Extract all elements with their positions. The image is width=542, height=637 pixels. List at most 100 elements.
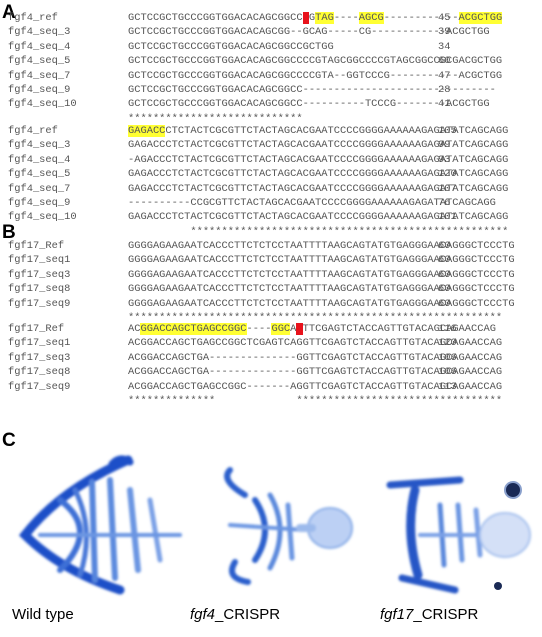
sequence: ACGGACCAGCTGAGCCGGC----GGCAGTTCGAGTCTACC… <box>128 322 496 336</box>
caption: fgf4_CRISPR <box>190 606 280 623</box>
base-count: 105 <box>438 125 457 137</box>
sequence: -AGACCCTCTACTCGCGTTCTACTAGCACGAATCCCCGGG… <box>128 153 508 167</box>
base-count: 101 <box>438 211 457 224</box>
base-count: 34 <box>438 40 451 53</box>
sequence: GCTCCGCTGCCCGGTGGACACAGCGGCCGGTAG----AGC… <box>128 11 503 25</box>
consensus: **************************** <box>128 112 303 125</box>
fgf17-specimen <box>386 476 531 594</box>
bases: G <box>308 12 316 24</box>
caption-text: Wild type <box>12 606 74 623</box>
sequence: ----------CCGCGTTCTACTAGCACGAATCCCCGGGGA… <box>128 196 496 210</box>
sequence: GCTCCGCTGCCCGGTGGACACAGCGGCCGCTGG <box>128 40 334 54</box>
sequence-name: fgf4_seq_3 <box>8 139 71 152</box>
base-count: 60 <box>438 297 451 310</box>
sequence-name: fgf17_seq1 <box>8 254 71 267</box>
base-count: 60 <box>438 240 451 252</box>
sequence: GGGGAGAAGAATCACCCTTCTCTCCTAATTTTAAGCAGTA… <box>128 297 515 311</box>
sequence-name: fgf17_seq8 <box>8 283 71 296</box>
sequence-name: fgf4_seq_4 <box>8 153 71 166</box>
base-count: 41 <box>438 98 451 111</box>
base-count: 45 <box>438 12 451 24</box>
panel-label: C <box>2 430 16 451</box>
sequence: GAGACCCTCTACTCGCGTTCTACTAGCACGAATCCCCGGG… <box>128 138 508 152</box>
bases: GGGGAGAAGAATCACCCTTCTCTCCTAATTTTAAGCAGTA… <box>128 268 515 281</box>
sequence: GAGACCCTCTACTCGCGTTCTACTAGCACGAATCCCCGGG… <box>128 182 508 196</box>
highlighted-bases: G <box>296 323 303 335</box>
bases: ------------ <box>383 12 459 24</box>
highlighted-bases: GGC <box>271 323 291 335</box>
bases: -AGACCCTCTACTCGCGTTCTACTAGCACGAATCCCCGGG… <box>128 153 509 166</box>
bases: GCTCCGCTGCCCGGTGGACACAGCGGCCCCGTAGCGGCCC… <box>128 55 503 68</box>
sequence-name: fgf4_seq_5 <box>8 55 71 68</box>
bases: GAGACCCTCTACTCGCGTTCTACTAGCACGAATCCCCGGG… <box>128 211 509 224</box>
bases: GCTCCGCTGCCCGGTGGACACAGCGGCC------------… <box>128 84 496 96</box>
sequence: GGGGAGAAGAATCACCCTTCTCTCCTAATTTTAAGCAGTA… <box>128 253 515 267</box>
bases: GGGGAGAAGAATCACCCTTCTCTCCTAATTTTAAGCAGTA… <box>128 283 515 296</box>
bases: AC <box>128 323 141 335</box>
sequence-name: fgf4_seq_4 <box>8 40 71 53</box>
bases: GCTCCGCTGCCCGGTGGACACAGCGGCCCCGTA--GGTCC… <box>128 69 503 82</box>
sequence-name: fgf4_seq_5 <box>8 168 71 181</box>
sequence-name: fgf4_seq_9 <box>8 197 71 209</box>
sequence-name: fgf4_ref <box>8 125 58 137</box>
highlighted-bases: ACGCTGG <box>458 12 503 24</box>
sequence-name: fgf4_seq_9 <box>8 84 71 96</box>
base-count: 113 <box>438 380 457 393</box>
bases: GCTCCGCTGCCCGGTGGACACAGCGG--GCAG-----CG-… <box>128 26 490 39</box>
specimen-images <box>19 455 531 595</box>
sequence-name: fgf17_seq1 <box>8 337 71 350</box>
sequence-name: fgf4_seq_7 <box>8 182 71 195</box>
highlighted-bases: AGCG <box>358 12 384 24</box>
wild-type-specimen <box>19 455 182 595</box>
sequence: ACGGACCAGCTGAGCCGGC-------AGGTTCGAGTCTAC… <box>128 380 502 394</box>
caption-text: fgf17 <box>380 606 414 623</box>
caption-text: _CRISPR <box>413 606 479 623</box>
fgf4-specimen <box>224 467 353 585</box>
bases: GAGACCCTCTACTCGCGTTCTACTAGCACGAATCCCCGGG… <box>128 168 509 181</box>
sequence-name: fgf17_seq3 <box>8 268 71 281</box>
caption: Wild type <box>12 606 74 623</box>
base-count: 107 <box>438 182 457 195</box>
sequence: GGGGAGAAGAATCACCCTTCTCTCCTAATTTTAAGCAGTA… <box>128 268 515 282</box>
bases: TTCGAGTCTACCAGTTGTACAGCAGAACCAG <box>302 323 496 335</box>
base-count: 39 <box>438 26 451 39</box>
sequence-name: fgf17_seq9 <box>8 380 71 393</box>
sequence: GAGACCCTCTACTCGCGTTCTACTAGCACGAATCCCCGGG… <box>128 210 508 224</box>
sequence-name: fgf4_seq_3 <box>8 26 71 39</box>
sequence: ACGGACCAGCTGA--------------GGTTCGAGTCTAC… <box>128 365 502 379</box>
caption-text: _CRISPR <box>215 606 281 623</box>
sequence-name: fgf17_seq8 <box>8 366 71 379</box>
sequence: ACGGACCAGCTGAGCCGGCTCGAGTCAGGTTCGAGTCTAC… <box>128 336 502 350</box>
sequence: GGGGAGAAGAATCACCCTTCTCTCCTAATTTTAAGCAGTA… <box>128 282 515 296</box>
sequence: GCTCCGCTGCCCGGTGGACACAGCGGCC----------TC… <box>128 97 490 111</box>
panel-label: A <box>2 2 16 23</box>
bases: GAGACCCTCTACTCGCGTTCTACTAGCACGAATCCCCGGG… <box>128 139 509 152</box>
caption: fgf17_CRISPR <box>380 606 478 623</box>
sequence-name: fgf17_seq3 <box>8 351 71 364</box>
bases: ACGGACCAGCTGAGCCGGCTCGAGTCAGGTTCGAGTCTAC… <box>128 337 503 350</box>
sequence: ACGGACCAGCTGA--------------GGTTCGAGTCTAC… <box>128 351 502 365</box>
base-count: 116 <box>438 323 457 335</box>
base-count: 76 <box>438 197 451 209</box>
sequence-name: fgf4_seq_10 <box>8 98 77 111</box>
base-count: 60 <box>438 55 451 68</box>
base-count: 99 <box>438 139 451 152</box>
base-count: 93 <box>438 153 451 166</box>
sequence-name: fgf4_seq_10 <box>8 211 77 224</box>
base-count: 60 <box>438 254 451 267</box>
highlighted-bases: GGACCAGCTGAGCCGGC <box>140 323 247 335</box>
bases: CTCTACTCGCGTTCTACTAGCACGAATCCCCGGGGAAAAA… <box>165 125 509 137</box>
base-count: 60 <box>438 268 451 281</box>
base-count: 120 <box>438 168 457 181</box>
base-count: 47 <box>438 69 451 82</box>
bases: ACGGACCAGCTGA--------------GGTTCGAGTCTAC… <box>128 351 503 364</box>
bases: GGGGAGAAGAATCACCCTTCTCTCCTAATTTTAAGCAGTA… <box>128 240 515 252</box>
base-count: 120 <box>438 337 457 350</box>
sequence: GGGGAGAAGAATCACCCTTCTCTCCTAATTTTAAGCAGTA… <box>128 239 515 253</box>
base-count: 106 <box>438 351 457 364</box>
consensus: ************** *************************… <box>128 395 503 407</box>
bases: GGGGAGAAGAATCACCCTTCTCTCCTAATTTTAAGCAGTA… <box>128 297 515 310</box>
sequence-name: fgf4_ref <box>8 12 58 24</box>
consensus: ****************************************… <box>128 312 503 324</box>
